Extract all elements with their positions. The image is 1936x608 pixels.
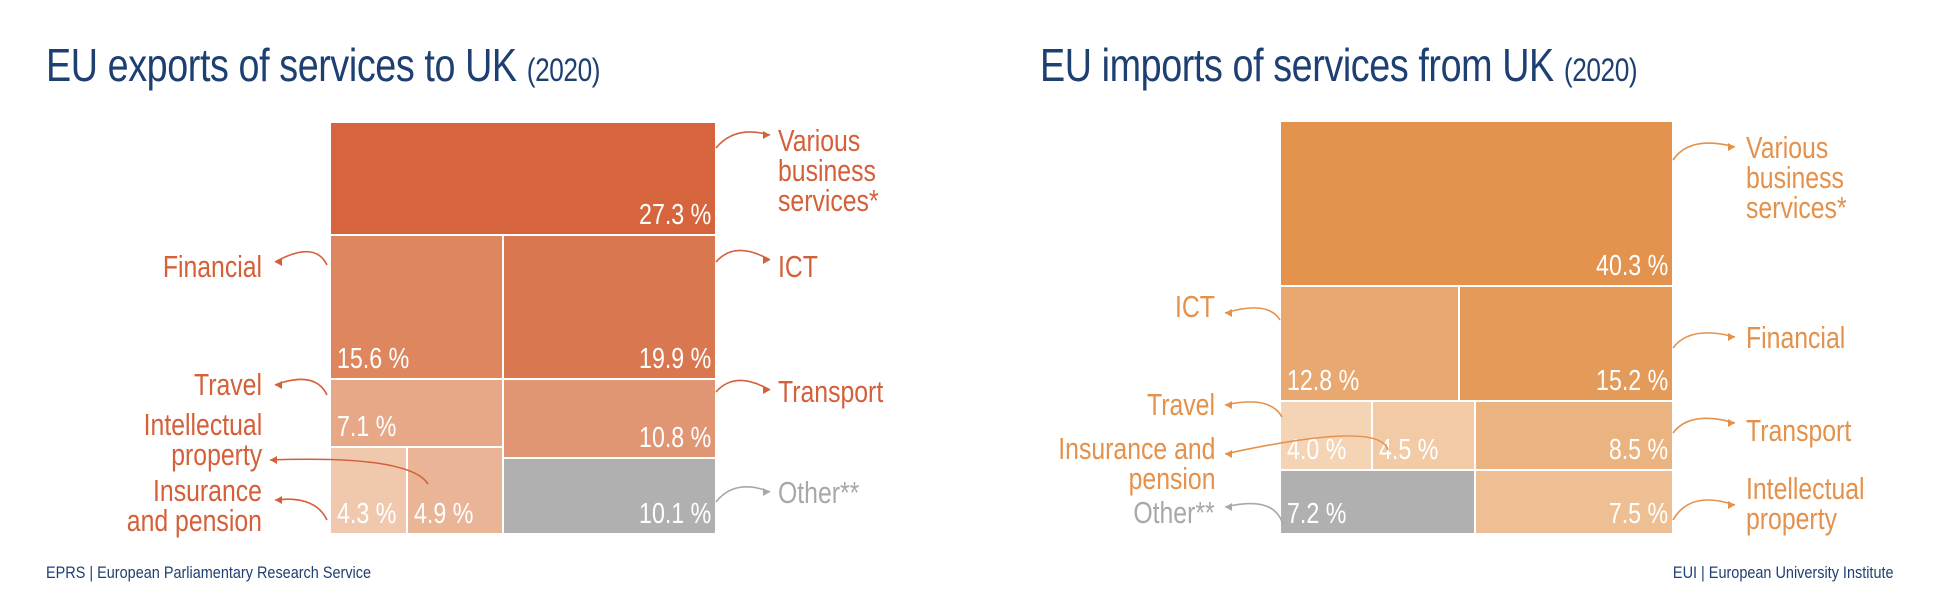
- treemap-cell-various: 27.3 %: [330, 122, 716, 235]
- arrowhead-icon: [763, 256, 770, 264]
- arrowhead-icon: [1728, 419, 1735, 427]
- category-label-transport: Transport: [778, 374, 884, 409]
- category-label-insurance: Insurance and pension: [126, 473, 262, 538]
- category-label-ict: ICT: [778, 249, 818, 284]
- value-label: 15.6 %: [337, 343, 410, 375]
- value-label: 15.2 %: [1595, 365, 1668, 397]
- value-label: 8.5 %: [1608, 434, 1668, 466]
- category-label-various: Various business services*: [778, 123, 879, 218]
- arrowhead-icon: [275, 496, 282, 504]
- category-label-various: Various business services*: [1746, 130, 1847, 225]
- arrow-various: [715, 131, 771, 149]
- treemap-cell-transport: 8.5 %: [1475, 401, 1673, 470]
- category-label-transport: Transport: [1746, 413, 1852, 448]
- category-label-other: Other**: [1133, 495, 1215, 530]
- value-label: 27.3 %: [638, 199, 711, 231]
- arrow-insurance: [274, 498, 328, 521]
- arrow-travel: [1224, 401, 1283, 418]
- arrowhead-icon: [275, 258, 282, 266]
- imports-title: EU imports of services from UK (2020): [1040, 39, 1638, 91]
- arrowhead-icon: [763, 131, 770, 139]
- arrowhead-icon: [1225, 309, 1232, 317]
- value-label: 12.8 %: [1287, 365, 1360, 397]
- arrowhead-icon: [763, 488, 770, 496]
- footer-source-right: EUI | European University Institute: [1673, 563, 1894, 582]
- arrow-transport: [1672, 417, 1736, 434]
- arrowhead-icon: [1225, 450, 1232, 458]
- arrowhead-icon: [1728, 143, 1735, 151]
- category-label-ict: ICT: [1175, 289, 1215, 324]
- treemap-cell-ict: 12.8 %: [1280, 286, 1459, 401]
- value-label: 40.3 %: [1595, 250, 1668, 282]
- arrow-transport: [715, 379, 771, 393]
- treemap-cell-various: 40.3 %: [1280, 121, 1673, 286]
- treemap-cell-insurance: 4.5 %: [1372, 401, 1475, 470]
- treemap-cell-transport: 10.8 %: [503, 379, 716, 458]
- category-label-financial: Financial: [162, 249, 262, 284]
- value-label: 7.1 %: [337, 411, 397, 443]
- arrowhead-icon: [1728, 501, 1735, 509]
- value-label: 7.5 %: [1608, 498, 1668, 530]
- category-label-travel: Travel: [194, 367, 262, 402]
- arrowhead-icon: [1225, 503, 1232, 511]
- value-label: 19.9 %: [638, 343, 711, 375]
- category-label-other: Other**: [778, 475, 860, 510]
- arrow-other: [1224, 502, 1284, 526]
- arrowhead-icon: [275, 381, 282, 389]
- arrowhead-icon: [763, 386, 770, 394]
- category-label-travel: Travel: [1147, 387, 1215, 422]
- arrow-ip: [1672, 499, 1736, 521]
- arrow-other: [715, 486, 771, 503]
- value-label: 4.9 %: [414, 498, 474, 530]
- treemap-cell-financial: 15.6 %: [330, 235, 503, 379]
- value-label: 4.5 %: [1379, 434, 1439, 466]
- value-label: 10.8 %: [638, 422, 711, 454]
- arrowhead-icon: [270, 456, 277, 464]
- exports-title: EU exports of services to UK (2020): [46, 39, 601, 91]
- treemap-cell-other: 10.1 %: [503, 458, 716, 534]
- category-label-insurance: Insurance and pension: [1057, 431, 1215, 496]
- value-label: 4.0 %: [1287, 434, 1347, 466]
- arrow-various: [1672, 142, 1736, 161]
- treemap-cell-financial: 15.2 %: [1459, 286, 1673, 401]
- value-label: 7.2 %: [1287, 498, 1347, 530]
- arrow-insurance: [1224, 435, 1389, 455]
- footer-source-left: EPRS | European Parliamentary Research S…: [46, 563, 372, 582]
- arrow-financial: [1672, 332, 1736, 349]
- value-label: 10.1 %: [638, 498, 711, 530]
- arrow-ip: [269, 458, 429, 485]
- treemap-cell-ip: 4.9 %: [407, 447, 503, 534]
- arrow-ict: [1224, 307, 1281, 321]
- treemap-cell-other: 7.2 %: [1280, 470, 1475, 534]
- value-label: 4.3 %: [337, 498, 397, 530]
- category-label-ip: Intellectual property: [1746, 471, 1865, 536]
- treemap-cell-ip: 7.5 %: [1475, 470, 1673, 534]
- arrow-financial: [274, 250, 328, 266]
- arrow-ict: [715, 249, 771, 263]
- treemap-cell-ict: 19.9 %: [503, 235, 716, 379]
- arrowhead-icon: [1225, 401, 1232, 409]
- arrowhead-icon: [1728, 333, 1735, 341]
- arrow-travel: [274, 378, 328, 396]
- category-label-ip: Intellectual property: [143, 407, 262, 472]
- treemap-cell-travel: 7.1 %: [330, 379, 503, 447]
- category-label-financial: Financial: [1746, 320, 1846, 355]
